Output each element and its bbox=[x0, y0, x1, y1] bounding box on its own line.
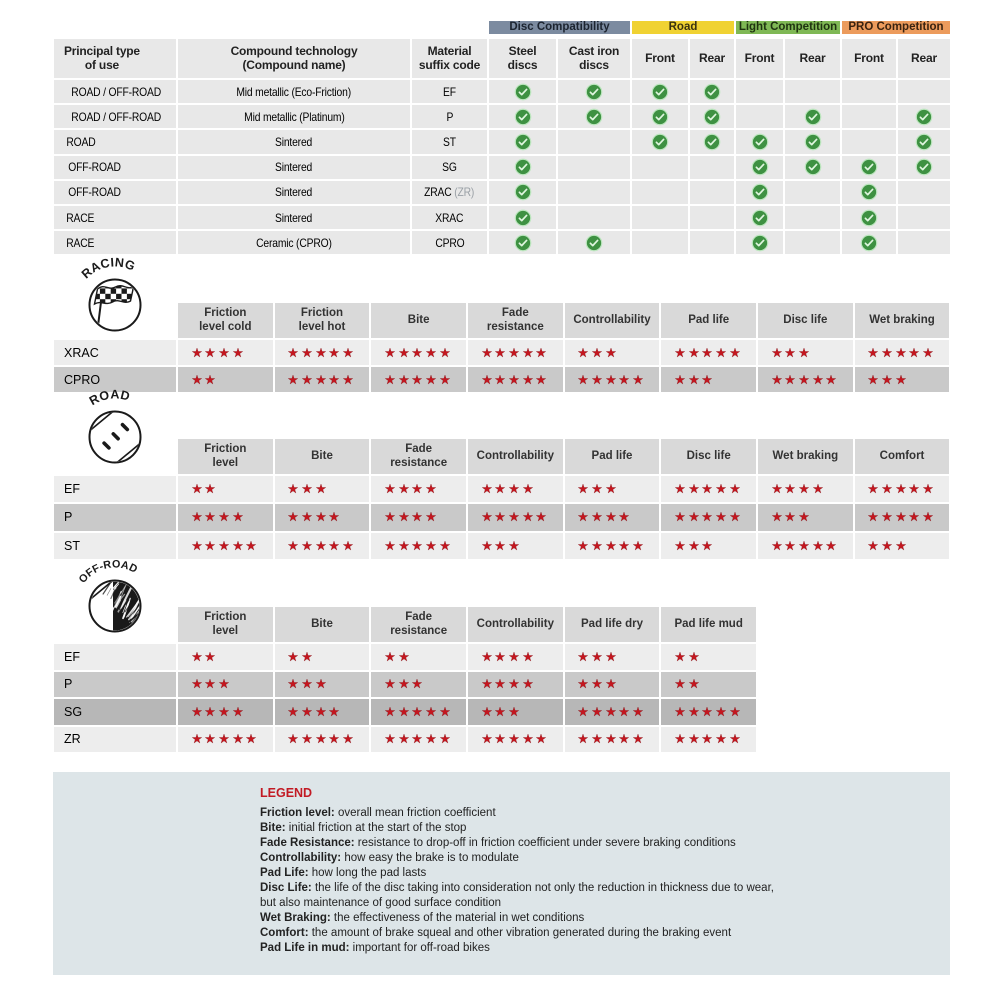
svg-text:RACING: RACING bbox=[79, 255, 137, 281]
svg-text:ROAD: ROAD bbox=[87, 387, 131, 408]
